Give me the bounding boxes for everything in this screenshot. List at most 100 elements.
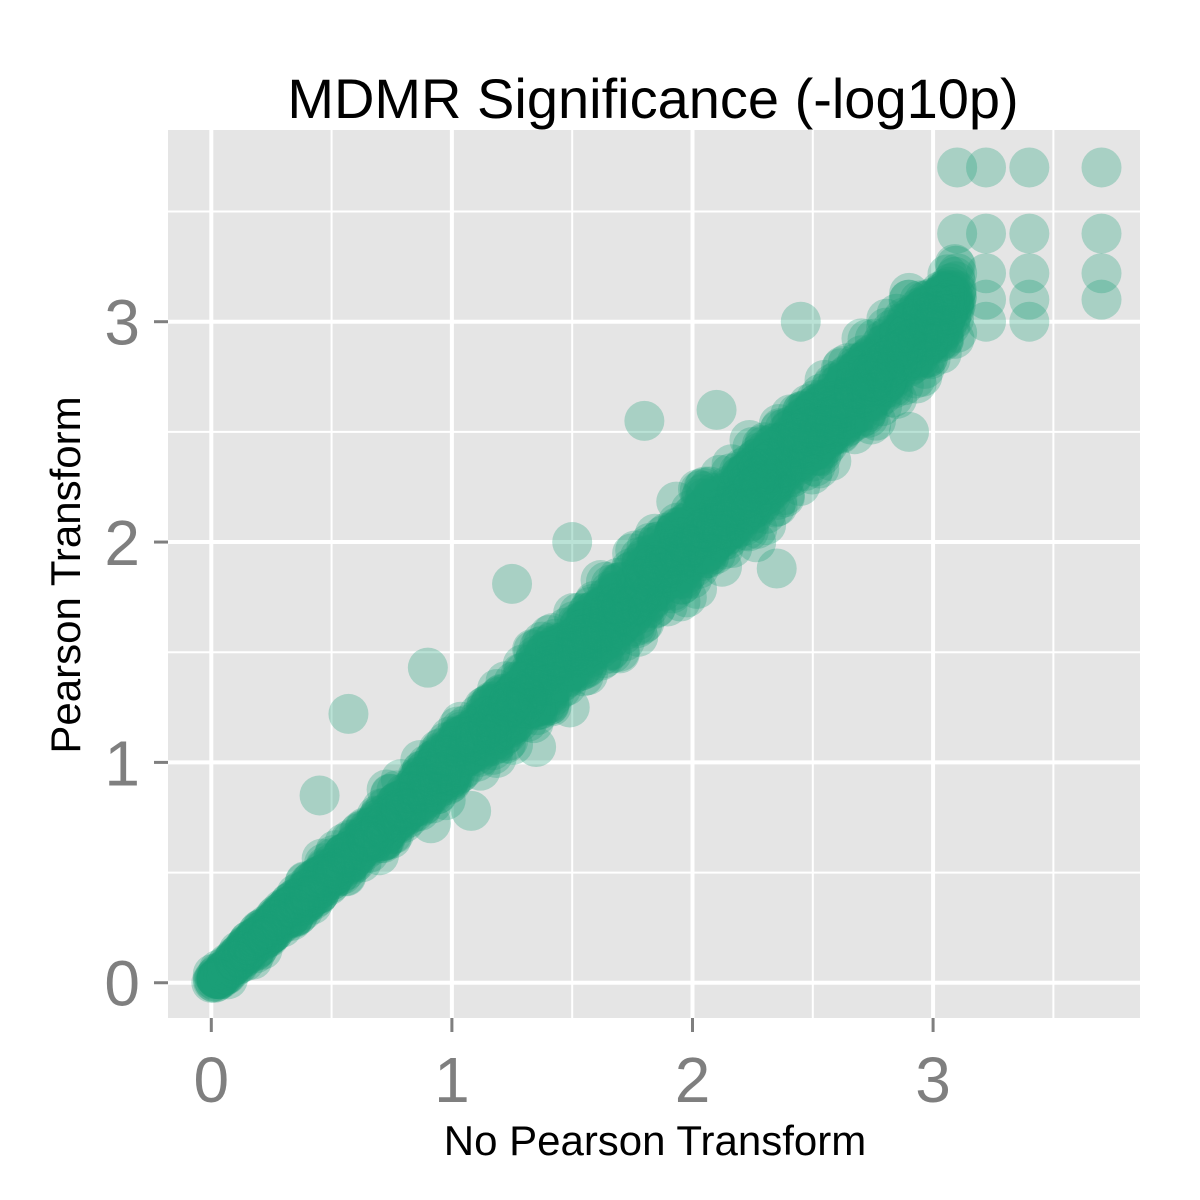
data-point [320,847,361,888]
data-point [640,557,681,598]
data-point [193,961,234,1002]
data-point [706,493,747,534]
data-point [706,487,747,528]
data-point [867,361,908,402]
data-point [437,716,478,757]
data-point [466,720,507,761]
data-point [311,856,352,897]
data-point [687,518,728,559]
data-point [451,716,492,757]
data-point [429,759,470,800]
data-point [562,635,603,676]
data-point [596,583,637,624]
data-point [481,702,522,743]
data-point [1009,301,1050,342]
data-point [269,882,310,923]
data-point [385,787,426,828]
data-point [429,760,470,801]
data-point [560,620,601,661]
data-point [840,355,881,396]
data-point [718,465,759,506]
data-point [316,849,357,890]
data-point [966,301,1007,342]
data-point [396,772,437,813]
data-point [554,600,595,641]
data-point [847,343,888,384]
data-point [285,880,326,921]
data-point [787,415,828,456]
data-point [256,894,297,935]
data-point [897,313,938,354]
data-point [385,783,426,824]
data-point [878,334,919,375]
data-point [582,593,623,634]
data-point [668,528,709,569]
data-point [327,835,368,876]
data-point [890,304,931,345]
data-point [222,938,263,979]
data-point [657,502,698,543]
data-point [372,813,413,854]
data-point [836,348,877,389]
data-point [721,480,762,521]
data-point [785,407,826,448]
data-point [1081,253,1122,294]
data-point [924,311,965,352]
data-point [408,774,449,815]
data-point [519,656,560,697]
data-point [520,652,561,693]
data-point [446,736,487,777]
data-point [249,904,290,945]
data-point [299,869,340,910]
data-point [881,347,922,388]
data-point [820,348,861,389]
data-point [847,337,888,378]
data-point [626,527,667,568]
data-point [869,342,910,383]
data-point [248,917,289,958]
data-point [464,706,505,747]
data-point [453,711,494,752]
data-point [922,302,963,343]
data-point [885,326,926,367]
data-point [280,876,321,917]
data-point [805,405,846,446]
data-point [1081,279,1122,320]
data-point [575,589,616,630]
data-point [284,885,325,926]
data-point [198,958,239,999]
data-point [599,631,640,672]
data-point [299,858,340,899]
data-point [672,511,713,552]
data-point [227,929,268,970]
data-point [642,564,683,605]
data-point [780,424,821,465]
data-point [889,339,930,380]
data-point [617,600,658,641]
data-point [446,734,487,775]
data-point [918,308,959,349]
data-point [526,630,567,671]
data-point [601,587,642,628]
data-point [645,531,686,572]
data-point [721,494,762,535]
data-point [684,478,725,519]
data-point [766,420,807,461]
data-point [221,936,262,977]
data-point [806,409,847,450]
data-point [454,713,495,754]
data-point [270,893,311,934]
data-point [582,596,623,637]
data-point [207,959,248,1000]
data-point [817,365,858,406]
data-point [565,627,606,668]
data-point [386,787,427,828]
data-point [816,409,857,450]
x-tick-label: 1 [434,1044,470,1116]
data-point [712,528,753,569]
data-point [898,316,939,357]
data-point [472,725,513,766]
data-point [749,446,790,487]
data-point [460,718,501,759]
data-point [919,275,960,316]
